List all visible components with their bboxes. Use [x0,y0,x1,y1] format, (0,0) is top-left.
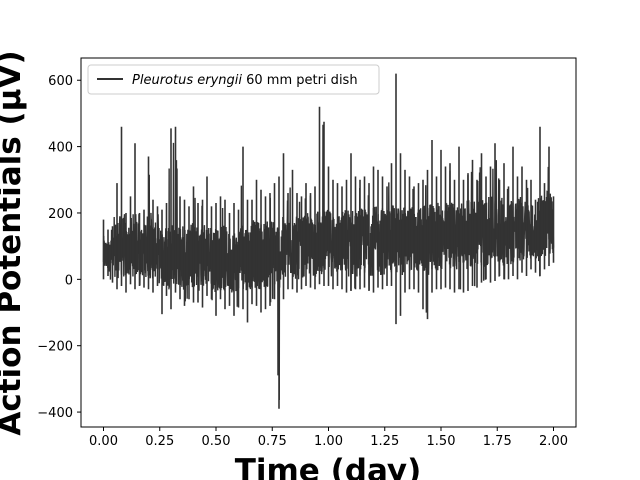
y-axis-title: Action Potentials (μV) [0,50,28,435]
x-tick-label: 1.75 [483,434,512,449]
y-tick-label: 0 [65,273,73,288]
legend-label-italic: Pleurotus eryngii [132,73,242,88]
y-tick-label: 600 [48,74,73,89]
legend-label-rest: 60 mm petri dish [242,73,358,88]
x-tick-label: 0.25 [145,434,174,449]
x-tick-label: 1.25 [370,434,399,449]
x-axis-title: Time (day) [235,453,422,480]
x-tick-label: 1.00 [314,434,343,449]
y-tick-label: −200 [37,340,73,355]
legend-box [87,64,380,95]
x-tick-label: 0.00 [89,434,118,449]
x-tick-label: 1.50 [427,434,456,449]
x-tick-label: 0.50 [202,434,231,449]
y-tick-label: −400 [37,406,73,421]
y-tick-label: 200 [48,207,73,222]
legend-label: Pleurotus eryngii 60 mm petri dish [132,73,358,88]
y-tick-label: 400 [48,141,73,156]
x-tick-label: 2.00 [539,434,568,449]
signal-series [102,73,555,409]
legend: Pleurotus eryngii 60 mm petri dish [87,64,380,95]
x-axis: 0.00 0.25 0.50 0.75 1.00 1.25 1.50 1.75 2.00 [89,427,568,449]
x-tick-label: 0.75 [258,434,287,449]
y-axis: −400 −200 0 200 400 600 [37,74,81,421]
